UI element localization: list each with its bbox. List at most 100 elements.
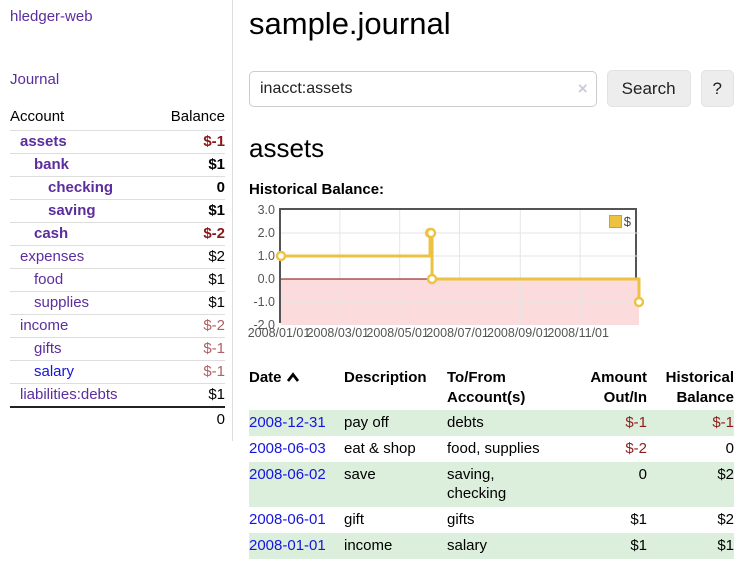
transaction-date-link[interactable]: 2008-06-01 bbox=[249, 511, 326, 528]
historical-balance-chart: 3.0 2.0 1.0 0.0 -1.0 -2.0 $ 2008/01/01 2008/03… bbox=[248, 203, 734, 350]
transaction-accounts: gifts bbox=[447, 511, 475, 528]
transaction-accounts: food, supplies bbox=[447, 440, 540, 457]
transaction-description: pay off bbox=[344, 414, 389, 431]
transaction-date: 2008-01-01 bbox=[249, 533, 344, 559]
search-input[interactable] bbox=[249, 70, 597, 107]
balance-column-header: Balance bbox=[170, 108, 225, 125]
legend-series-label: $ bbox=[623, 214, 631, 229]
transaction-amount: $-2 bbox=[625, 440, 647, 457]
transaction-balance: 0 bbox=[725, 440, 734, 457]
transaction-description: income bbox=[344, 537, 393, 554]
transaction-date-link[interactable]: 2008-01-01 bbox=[249, 537, 326, 554]
amount-column-header: Amount Out/In bbox=[590, 369, 647, 406]
x-tick-label: 2008/07/01 bbox=[426, 326, 489, 340]
accounts-total-value: 0 bbox=[216, 411, 225, 428]
x-tick-label: 2008/01/01 bbox=[247, 326, 311, 340]
account-balance: $2 bbox=[208, 248, 225, 265]
chart-x-axis-labels: 2008/01/01 2008/03/01 2008/05/01 2008/07/01… bbox=[248, 326, 637, 344]
transaction-balance: $2 bbox=[717, 511, 734, 528]
search-button[interactable]: Search bbox=[606, 70, 691, 107]
transaction-amount: $1 bbox=[630, 537, 647, 554]
account-row: liabilities:debts $1 bbox=[10, 383, 225, 408]
x-tick-label: 2008/11/01 bbox=[547, 326, 609, 340]
transaction-row[interactable]: 2008-12-31 pay off debts $-1 $-1 bbox=[249, 410, 734, 436]
register-header-row: Date Description To/From Account(s) Amou… bbox=[249, 366, 734, 410]
account-link-supplies[interactable]: supplies bbox=[34, 294, 90, 311]
accounts-total-row: 0 bbox=[10, 407, 225, 431]
transaction-amount: 0 bbox=[638, 466, 647, 483]
account-link-assets[interactable]: assets bbox=[20, 133, 67, 150]
account-row: bank $1 bbox=[10, 153, 225, 177]
help-button[interactable]: ? bbox=[700, 70, 734, 107]
transaction-date: 2008-12-31 bbox=[249, 410, 344, 436]
chart-y-axis-labels: 3.0 2.0 1.0 0.0 -1.0 -2.0 bbox=[249, 203, 275, 332]
account-balance: $-2 bbox=[203, 225, 225, 242]
transaction-row[interactable]: 2008-06-02 save saving, checking 0 $2 bbox=[249, 462, 734, 507]
chart-plot-area[interactable]: $ bbox=[275, 208, 645, 325]
account-link-bank[interactable]: bank bbox=[34, 156, 70, 173]
accounts-column-header: To/From Account(s) bbox=[447, 369, 526, 406]
x-tick-label: 2008/09/01 bbox=[487, 326, 550, 340]
chart-title: Historical Balance: bbox=[249, 181, 385, 198]
account-row: expenses $2 bbox=[10, 245, 225, 269]
transaction-row[interactable]: 2008-06-03 eat & shop food, supplies $-2 0 bbox=[249, 436, 734, 462]
transaction-description: save bbox=[344, 466, 376, 483]
accounts-header-row: Account Balance bbox=[10, 104, 225, 131]
transaction-amount: $1 bbox=[630, 511, 647, 528]
search-form: × Search ? bbox=[249, 70, 734, 107]
balance-column-header: Historical Balance bbox=[665, 369, 734, 406]
account-balance: $1 bbox=[208, 202, 225, 219]
account-row: checking 0 bbox=[10, 176, 225, 200]
legend-series-swatch bbox=[608, 215, 622, 228]
account-row: salary $-1 bbox=[10, 360, 225, 384]
account-row: assets $-1 bbox=[10, 130, 225, 154]
page-title: sample.journal bbox=[249, 6, 451, 41]
sort-ascending-icon bbox=[286, 372, 299, 382]
x-tick-label: 2008/03/01 bbox=[306, 326, 370, 340]
account-balance: $1 bbox=[208, 156, 225, 173]
transaction-date-link[interactable]: 2008-12-31 bbox=[249, 414, 326, 431]
account-link-gifts[interactable]: gifts bbox=[34, 340, 62, 357]
transaction-description: gift bbox=[344, 511, 365, 528]
account-row: gifts $-1 bbox=[10, 337, 225, 361]
transaction-date: 2008-06-03 bbox=[249, 436, 344, 462]
account-row: saving $1 bbox=[10, 199, 225, 223]
account-row: supplies $1 bbox=[10, 291, 225, 315]
transaction-accounts: debts bbox=[447, 414, 484, 431]
transaction-balance: $1 bbox=[717, 537, 734, 554]
transaction-date-link[interactable]: 2008-06-03 bbox=[249, 440, 326, 457]
account-link-cash[interactable]: cash bbox=[34, 225, 69, 242]
account-balance: $1 bbox=[208, 271, 225, 288]
account-link-liabilities-debts[interactable]: liabilities:debts bbox=[20, 386, 118, 403]
clear-search-icon[interactable]: × bbox=[577, 78, 588, 98]
account-balance: 0 bbox=[216, 179, 225, 196]
account-balance: $1 bbox=[208, 386, 225, 403]
y-tick-label: 3.0 bbox=[257, 203, 275, 217]
transaction-amount: $-1 bbox=[625, 414, 647, 431]
account-link-income[interactable]: income bbox=[20, 317, 69, 334]
transaction-date: 2008-06-01 bbox=[249, 507, 344, 533]
account-link-expenses[interactable]: expenses bbox=[20, 248, 85, 265]
sidebar-item-journal[interactable]: Journal bbox=[10, 71, 60, 88]
account-row: cash $-2 bbox=[10, 222, 225, 246]
app-title-link[interactable]: hledger-web bbox=[10, 8, 93, 25]
date-column-header[interactable]: Date bbox=[249, 366, 344, 410]
account-link-saving[interactable]: saving bbox=[48, 202, 96, 219]
account-balance: $-2 bbox=[203, 317, 225, 334]
transaction-date-link[interactable]: 2008-06-02 bbox=[249, 466, 326, 483]
account-balance: $-1 bbox=[203, 133, 225, 150]
account-link-salary[interactable]: salary bbox=[34, 363, 75, 380]
transaction-row[interactable]: 2008-06-01 gift gifts $1 $2 bbox=[249, 507, 734, 533]
y-tick-label: -1.0 bbox=[253, 295, 275, 309]
transaction-accounts: salary bbox=[447, 537, 488, 554]
accounts-balance-table: Account Balance assets $-1 bank $1 checking 0… bbox=[10, 104, 225, 431]
account-balance: $1 bbox=[208, 294, 225, 311]
transaction-row[interactable]: 2008-01-01 income salary $1 $1 bbox=[249, 533, 734, 559]
account-link-food[interactable]: food bbox=[34, 271, 64, 288]
y-tick-label: 0.0 bbox=[257, 272, 275, 286]
account-link-checking[interactable]: checking bbox=[48, 179, 114, 196]
transaction-balance: $-1 bbox=[712, 414, 734, 431]
account-row: food $1 bbox=[10, 268, 225, 292]
y-tick-label: -2.0 bbox=[253, 318, 275, 332]
